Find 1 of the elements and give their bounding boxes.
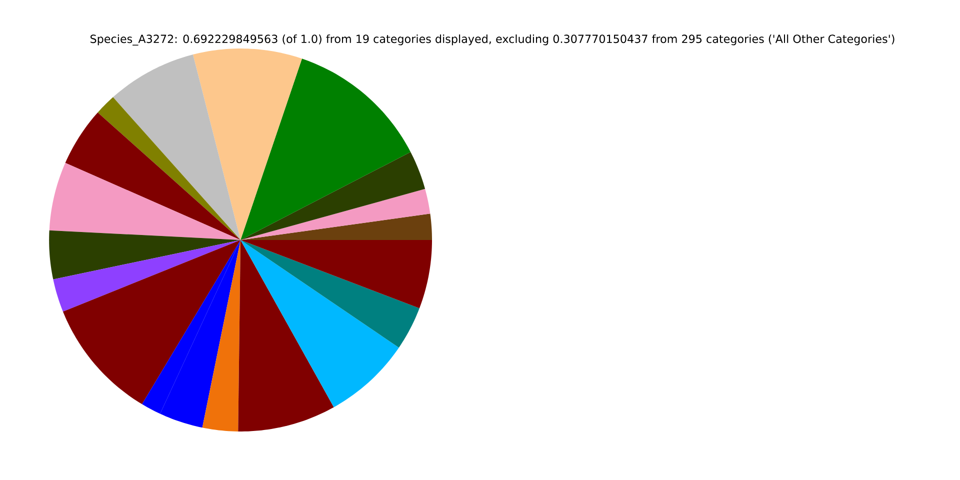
text: Species_A3272: 0.692229849563 (of 1.0) from 19 categories displayed, excluding 0.307770150437 from 295 categories ('All Other Categories') [90, 34, 894, 46]
